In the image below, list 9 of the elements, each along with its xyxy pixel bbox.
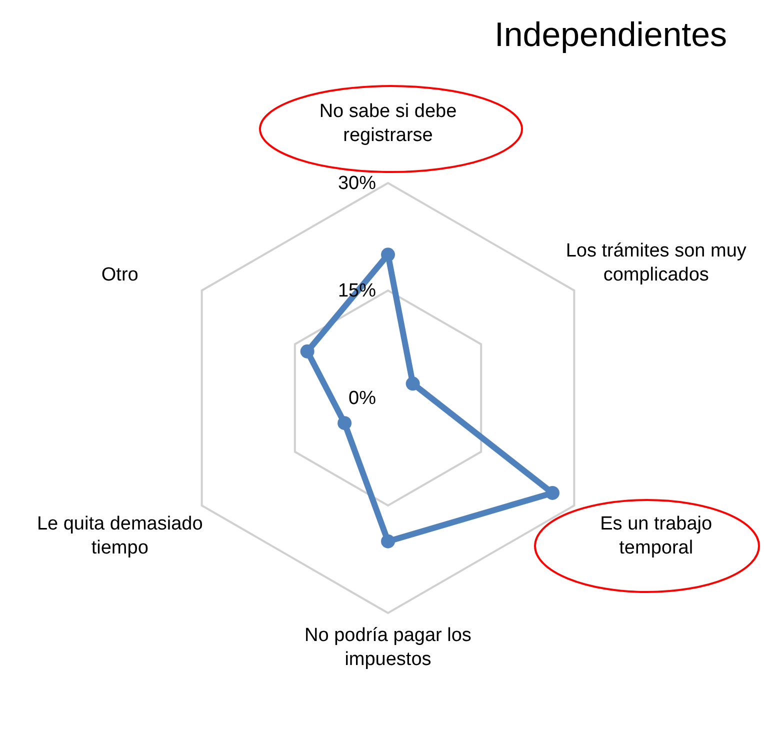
y-tick-label: 30% bbox=[338, 173, 376, 194]
chart-title: Independientes bbox=[494, 16, 727, 55]
spoke-label: No sabe si debe registrarse bbox=[319, 101, 457, 146]
spoke-label: No podría pagar los impuestos bbox=[304, 625, 472, 670]
spoke-label: Los trámites son muy complicados bbox=[566, 240, 747, 286]
y-tick-label: 0% bbox=[348, 388, 376, 409]
spoke-label: Otro bbox=[101, 264, 138, 286]
spoke-label: Le quita demasiado tiempo bbox=[36, 514, 203, 558]
spoke-label: Es un trabajo temporal bbox=[600, 514, 712, 558]
